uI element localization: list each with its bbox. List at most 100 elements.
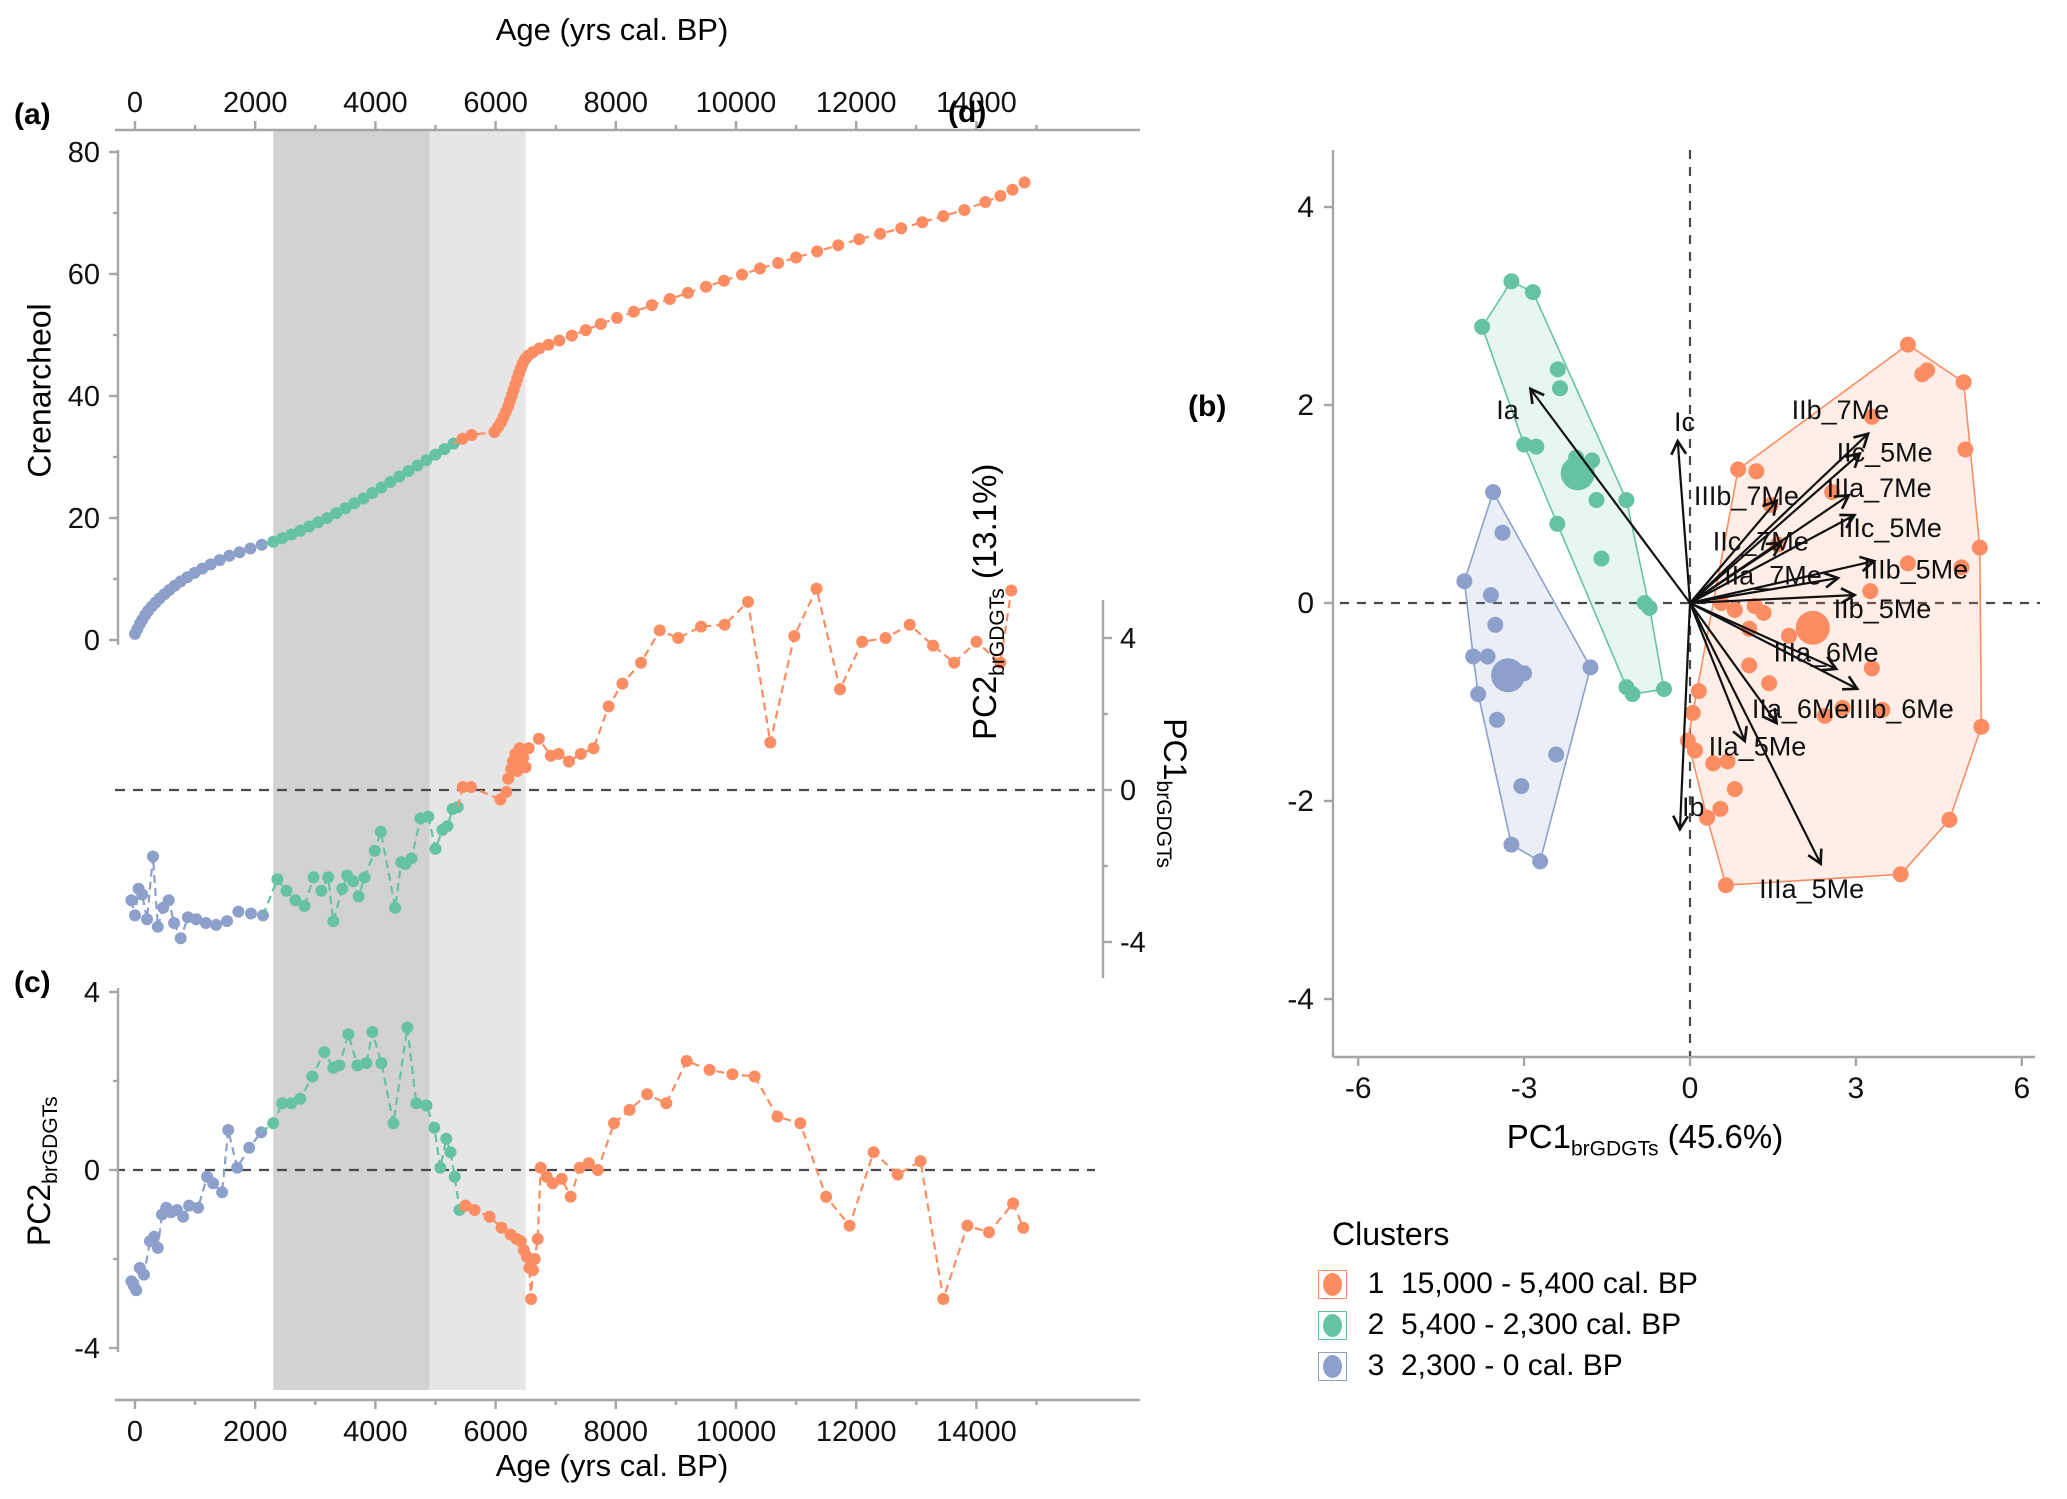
cluster2-swatch-icon — [1318, 1310, 1347, 1340]
legend-item-label: 5,400 - 2,300 cal. BP — [1401, 1308, 1682, 1341]
loading-arrow-IIa_6Me — [1689, 602, 1779, 726]
svg-text:80: 80 — [68, 137, 100, 169]
legend-item-cluster2: 2 5,400 - 2,300 cal. BP — [1318, 1308, 1698, 1342]
panel-b-line-cluster3 — [130, 856, 264, 942]
cluster1-swatch-icon — [1318, 1269, 1347, 1299]
svg-text:8000: 8000 — [584, 1416, 649, 1448]
loading-label-Ib: Ib — [1682, 792, 1705, 822]
loading-arrow-IIIb_7Me — [1689, 498, 1779, 604]
panel-c-series — [125, 1021, 1030, 1305]
loading-arrow-IIIb_5Me — [1689, 555, 1877, 605]
svg-text:20: 20 — [68, 503, 100, 535]
legend-title: Clusters — [1332, 1216, 1450, 1252]
legend-item-label: 2,300 - 0 cal. BP — [1401, 1349, 1623, 1382]
svg-text:6: 6 — [2013, 1072, 2030, 1105]
svg-text:0: 0 — [1120, 775, 1136, 807]
loading-label-Ic: Ic — [1674, 407, 1695, 437]
svg-text:3: 3 — [1848, 1072, 1865, 1105]
axes — [109, 121, 2035, 1409]
loading-arrow-IIa_5Me — [1688, 602, 1748, 744]
legend-item-label: 15,000 - 5,400 cal. BP — [1401, 1267, 1698, 1300]
panel-b-y-axis-title: PC1brGDGTs — [1151, 718, 1194, 869]
legend-item-number: 1 — [1367, 1267, 1385, 1300]
loading-label-IIIb_6Me: IIIb_6Me — [1849, 694, 1954, 724]
svg-text:0: 0 — [84, 625, 100, 657]
panel-a-series — [129, 176, 1031, 640]
panel-d-label: (d) — [948, 96, 987, 129]
loading-arrow-Ib — [1672, 602, 1692, 832]
panel-c-label: (c) — [14, 966, 51, 999]
svg-text:12000: 12000 — [816, 1416, 897, 1448]
loading-label-IIa_7Me: IIa_7Me — [1724, 560, 1822, 590]
loading-arrow-Ic — [1670, 438, 1692, 604]
zero-lines — [115, 788, 1095, 1172]
loading-label-IIc_7Me: IIc_7Me — [1713, 527, 1809, 557]
svg-text:4: 4 — [84, 977, 100, 1009]
centroid-cluster3 — [1491, 658, 1526, 693]
svg-text:0: 0 — [84, 1155, 100, 1187]
svg-text:0: 0 — [1297, 587, 1314, 620]
loading-arrow-IIb_7Me — [1689, 431, 1871, 604]
svg-text:-4: -4 — [1287, 983, 1314, 1016]
loading-arrow-IIb_5Me — [1689, 587, 1858, 605]
loading-arrow-IIIa_6Me — [1689, 601, 1839, 672]
svg-text:-6: -6 — [1345, 1072, 1372, 1105]
legend-item-cluster1: 1 15,000 - 5,400 cal. BP — [1318, 1267, 1698, 1301]
loading-arrow-IIIb_6Me — [1689, 602, 1860, 691]
svg-text:4000: 4000 — [343, 87, 408, 119]
loading-label-IIIa_7Me: IIIa_7Me — [1827, 473, 1932, 503]
svg-text:10000: 10000 — [696, 87, 777, 119]
panel-c-y-axis-title: PC2brGDGTs — [20, 1096, 63, 1247]
loading-label-IIb_7Me: IIb_7Me — [1792, 395, 1890, 425]
loading-label-IIIc_5Me: IIIc_5Me — [1838, 513, 1942, 543]
loading-arrow-IIc_7Me — [1689, 541, 1784, 604]
points-cluster2 — [1474, 273, 1672, 703]
svg-text:4: 4 — [1120, 623, 1136, 655]
loading-label-IIc_5Me: IIc_5Me — [1837, 438, 1933, 468]
svg-text:12000: 12000 — [816, 87, 897, 119]
svg-text:2: 2 — [1297, 389, 1314, 422]
panel-a-line-cluster3 — [134, 543, 263, 635]
svg-text:0: 0 — [1682, 1072, 1699, 1105]
panel-a-line-cluster1 — [452, 181, 1026, 445]
loading-arrow-IIa_7Me — [1689, 571, 1841, 605]
svg-text:4: 4 — [1297, 191, 1314, 224]
loading-label-Ia: Ia — [1496, 395, 1520, 425]
svg-text:6000: 6000 — [463, 1416, 528, 1448]
loading-label-IIIa_5Me: IIIa_5Me — [1759, 874, 1864, 904]
loading-arrow-IIIc_5Me — [1689, 513, 1857, 604]
loading-label-IIIb_7Me: IIIb_7Me — [1694, 481, 1799, 511]
svg-text:-4: -4 — [74, 1333, 100, 1365]
panel-a-label: (a) — [14, 98, 51, 131]
loading-arrow-IIc_5Me — [1689, 451, 1862, 604]
points-cluster3 — [1456, 484, 1599, 870]
svg-text:4000: 4000 — [343, 1416, 408, 1448]
panel-b-label: (b) — [1188, 390, 1227, 423]
svg-text:6000: 6000 — [463, 87, 528, 119]
bottom-axis-title: Age (yrs cal. BP) — [495, 1448, 729, 1483]
loading-label-IIIb_5Me: IIIb_5Me — [1863, 554, 1968, 584]
panel-b-line-cluster1 — [456, 585, 1013, 808]
svg-text:60: 60 — [68, 259, 100, 291]
cluster3-swatch-icon — [1318, 1351, 1347, 1381]
loading-arrow-IIIa_5Me — [1689, 602, 1823, 867]
svg-text:10000: 10000 — [696, 1416, 777, 1448]
pca-origin-lines — [1340, 150, 2040, 1056]
legend-item-number: 2 — [1367, 1308, 1385, 1341]
age-bands — [273, 131, 526, 1390]
loading-label-IIIa_6Me: IIIa_6Me — [1774, 638, 1879, 668]
svg-text:-4: -4 — [1120, 927, 1146, 959]
svg-text:14000: 14000 — [936, 1416, 1017, 1448]
hull-cluster1 — [1686, 343, 1983, 887]
svg-text:2000: 2000 — [223, 87, 288, 119]
panel-a-y-axis-title: Crenarcheol — [21, 303, 58, 478]
legend-item-number: 3 — [1367, 1349, 1385, 1382]
panel-d-x-axis-title: PC1brGDGTs (45.6%) — [1506, 1118, 1784, 1161]
top-axis-title: Age (yrs cal. BP) — [495, 12, 729, 47]
loading-arrow-Ia — [1528, 386, 1691, 604]
svg-text:-3: -3 — [1511, 1072, 1538, 1105]
loading-label-IIb_5Me: IIb_5Me — [1834, 594, 1932, 624]
legend-item-cluster3: 3 2,300 - 0 cal. BP — [1318, 1349, 1698, 1383]
